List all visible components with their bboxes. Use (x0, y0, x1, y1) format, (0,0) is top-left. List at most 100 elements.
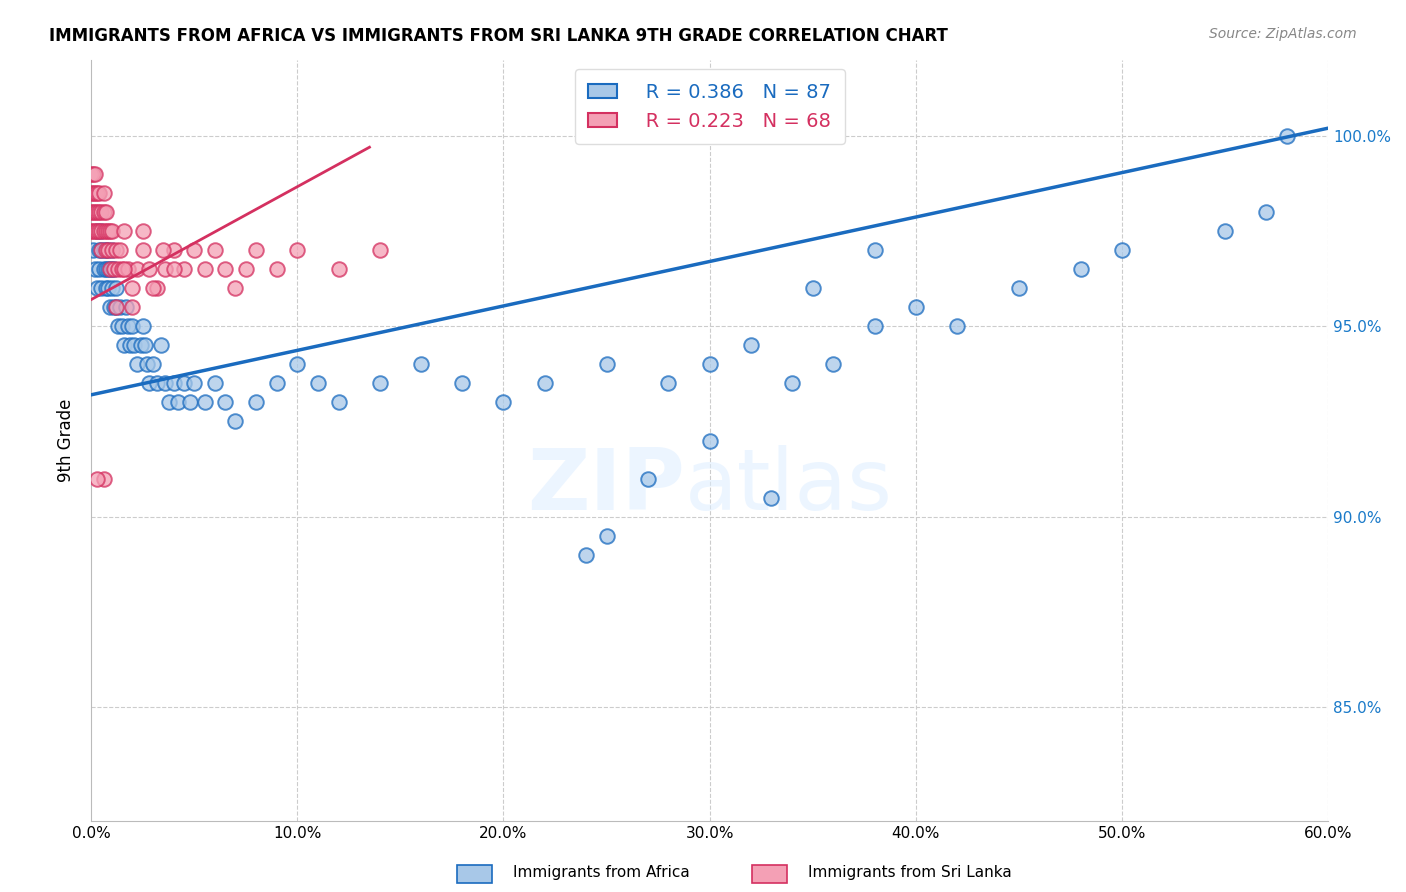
Point (162, 243, 184, 257)
Point (214, 395, 236, 409)
Point (285, 243, 308, 257)
Point (159, 395, 181, 409)
Point (266, 376, 288, 391)
Point (533, 376, 555, 391)
Point (801, 281, 824, 295)
Point (103, 262, 125, 277)
Point (121, 281, 143, 295)
Point (94, 281, 117, 295)
Text: Immigrants from Sri Lanka: Immigrants from Sri Lanka (808, 865, 1012, 880)
Point (89, 205, 111, 219)
Point (111, 319, 134, 334)
Point (155, 262, 177, 277)
Point (193, 262, 215, 277)
Text: Immigrants from Africa: Immigrants from Africa (513, 865, 690, 880)
Point (94, 205, 117, 219)
Point (780, 376, 803, 391)
Point (183, 243, 205, 257)
Point (152, 243, 174, 257)
Point (104, 300, 127, 314)
Point (125, 262, 148, 277)
Point (89, 186, 111, 200)
Point (863, 243, 886, 257)
Point (98, 262, 121, 277)
Point (451, 376, 474, 391)
Point (166, 395, 188, 409)
Point (131, 224, 153, 238)
Point (98, 300, 121, 314)
Point (904, 300, 927, 314)
Point (1256, 205, 1278, 219)
Point (82, 224, 104, 238)
Point (135, 357, 157, 371)
Point (84, 186, 107, 200)
Point (657, 376, 679, 391)
Point (98, 224, 121, 238)
Point (93, 243, 115, 257)
Point (98, 262, 121, 277)
Point (86, 224, 108, 238)
Point (84, 224, 107, 238)
Point (94, 243, 117, 257)
Point (93, 186, 115, 200)
Y-axis label: 9th Grade: 9th Grade (58, 399, 75, 483)
Point (285, 357, 308, 371)
Point (124, 338, 146, 352)
Point (100, 262, 122, 277)
Point (90, 224, 112, 238)
Point (740, 338, 762, 352)
Point (112, 224, 135, 238)
Point (89, 243, 111, 257)
Point (150, 338, 173, 352)
Point (245, 395, 267, 409)
Point (80, 167, 103, 181)
Point (94, 224, 117, 238)
Text: ZIP: ZIP (527, 445, 685, 528)
Point (104, 300, 127, 314)
Point (1111, 243, 1133, 257)
Point (97, 243, 120, 257)
Point (214, 262, 236, 277)
Point (103, 262, 125, 277)
Point (409, 357, 432, 371)
Point (204, 376, 226, 391)
Point (115, 300, 138, 314)
Point (162, 376, 184, 391)
Point (100, 243, 122, 257)
Point (84, 262, 107, 277)
Point (637, 472, 659, 486)
Point (94, 262, 117, 277)
Point (142, 281, 165, 295)
Point (82, 243, 104, 257)
Point (80, 224, 103, 238)
Point (183, 376, 205, 391)
Text: Source: ZipAtlas.com: Source: ZipAtlas.com (1209, 27, 1357, 41)
Point (1213, 224, 1236, 238)
Point (111, 262, 134, 277)
Point (104, 243, 127, 257)
Point (90, 224, 112, 238)
Point (120, 338, 142, 352)
Point (100, 224, 122, 238)
Point (89, 262, 111, 277)
Point (138, 376, 160, 391)
Legend:    R = 0.386   N = 87,    R = 0.223   N = 68: R = 0.386 N = 87, R = 0.223 N = 68 (575, 70, 845, 145)
Point (80, 205, 103, 219)
Point (1275, 128, 1298, 143)
Point (86, 281, 108, 295)
Point (107, 319, 129, 334)
Point (100, 243, 122, 257)
Point (146, 376, 169, 391)
Point (93, 224, 115, 238)
Point (193, 395, 215, 409)
Point (89, 224, 111, 238)
Point (82, 186, 104, 200)
Point (162, 262, 184, 277)
Point (84, 167, 107, 181)
Point (107, 262, 129, 277)
Point (245, 243, 267, 257)
Point (97, 243, 120, 257)
Point (142, 357, 165, 371)
Point (112, 338, 135, 352)
Point (173, 262, 195, 277)
